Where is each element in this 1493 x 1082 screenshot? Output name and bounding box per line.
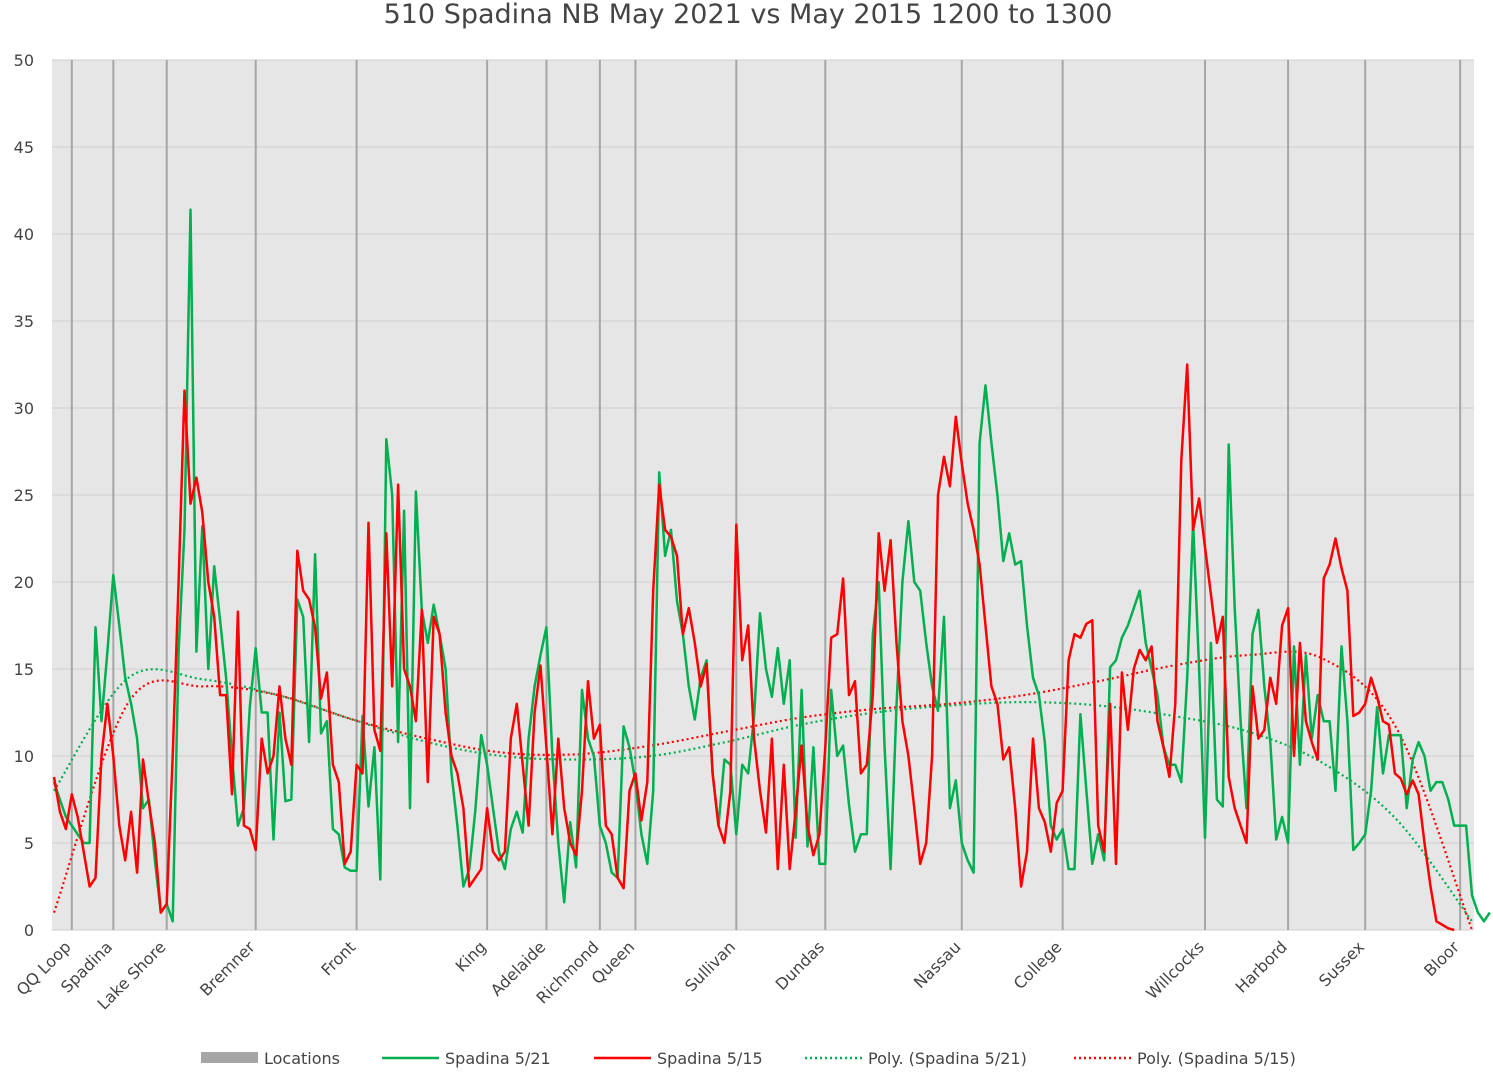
legend-label: Locations — [264, 1049, 340, 1068]
y-tick-label: 5 — [24, 834, 34, 853]
x-tick-label: Nassau — [910, 937, 965, 992]
x-tick-label: Sussex — [1315, 937, 1368, 990]
x-tick-label: Willcocks — [1142, 937, 1208, 1003]
x-tick-label: Front — [317, 937, 359, 979]
y-tick-label: 30 — [14, 399, 34, 418]
x-tick-label: Bloor — [1420, 937, 1463, 980]
y-tick-label: 15 — [14, 660, 34, 679]
x-tick-label: Sullivan — [681, 937, 739, 995]
y-tick-label: 0 — [24, 921, 34, 940]
chart-title: 510 Spadina NB May 2021 vs May 2015 1200… — [384, 0, 1113, 30]
x-tick-label: Dundas — [772, 937, 829, 994]
legend-swatch — [201, 1052, 258, 1063]
trend-lines — [52, 650, 1474, 931]
y-tick-label: 45 — [14, 138, 34, 157]
legend-item: Poly. (Spadina 5/21) — [805, 1049, 1027, 1068]
series-lines — [52, 208, 1491, 932]
legend-label: Poly. (Spadina 5/21) — [868, 1049, 1027, 1068]
y-tick-label: 25 — [14, 486, 34, 505]
y-tick-label: 20 — [14, 573, 34, 592]
x-tick-label: College — [1010, 937, 1066, 993]
legend-label: Spadina 5/21 — [445, 1049, 551, 1068]
legend: Locations Spadina 5/21 Spadina 5/15 Poly. (… — [201, 1049, 1296, 1068]
legend-item: Locations — [201, 1049, 340, 1068]
trend-line — [53, 668, 1473, 922]
x-tick-label: Harbord — [1232, 937, 1291, 996]
series-line — [52, 363, 1455, 932]
y-tick-label: 50 — [14, 51, 34, 70]
x-tick-label: King — [452, 937, 490, 975]
legend-label: Spadina 5/15 — [657, 1049, 763, 1068]
y-tick-label: 10 — [14, 747, 34, 766]
legend-label: Poly. (Spadina 5/15) — [1137, 1049, 1296, 1068]
y-tick-label: 35 — [14, 312, 34, 331]
legend-item: Poly. (Spadina 5/15) — [1074, 1049, 1296, 1068]
x-tick-label: Bremner — [196, 937, 259, 1000]
y-axis-ticks: 0 5 10 15 20 25 30 35 40 45 50 — [14, 51, 34, 940]
legend-item: Spadina 5/15 — [594, 1049, 763, 1068]
y-tick-label: 40 — [14, 225, 34, 244]
legend-item: Spadina 5/21 — [382, 1049, 551, 1068]
